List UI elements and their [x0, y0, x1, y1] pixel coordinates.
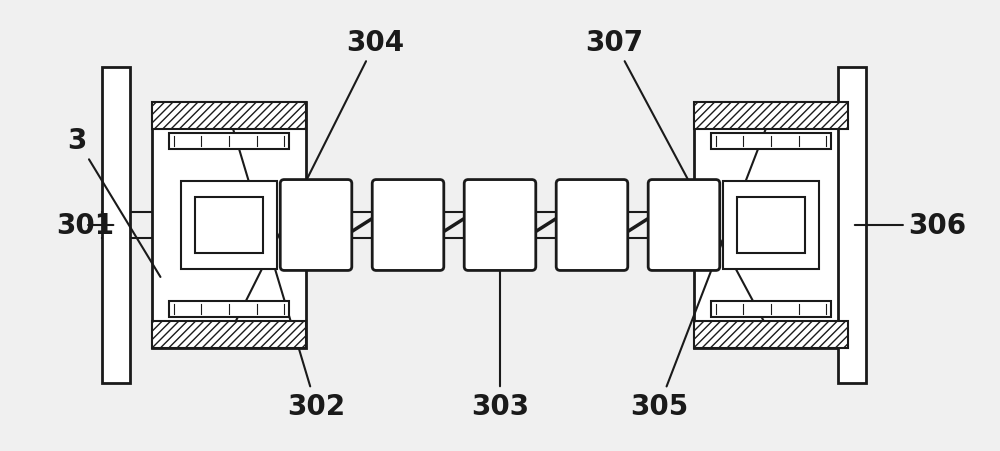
- Bar: [694, 102, 848, 130]
- Bar: [152, 102, 306, 349]
- Bar: [181, 181, 277, 270]
- Bar: [306, 205, 326, 246]
- Bar: [723, 181, 819, 270]
- Bar: [195, 198, 263, 253]
- FancyBboxPatch shape: [280, 180, 352, 271]
- Text: 303: 303: [471, 199, 529, 420]
- FancyBboxPatch shape: [556, 180, 628, 271]
- Bar: [838, 68, 866, 383]
- Text: 302: 302: [230, 119, 345, 420]
- Bar: [102, 68, 130, 383]
- Text: 307: 307: [585, 29, 770, 332]
- Text: 304: 304: [230, 29, 405, 332]
- FancyBboxPatch shape: [372, 180, 444, 271]
- Bar: [711, 301, 831, 317]
- Text: 3: 3: [68, 127, 160, 277]
- FancyBboxPatch shape: [648, 180, 720, 271]
- Bar: [152, 321, 306, 349]
- FancyBboxPatch shape: [464, 180, 536, 271]
- Text: 306: 306: [855, 212, 967, 239]
- Bar: [694, 321, 848, 349]
- Bar: [169, 301, 289, 317]
- Bar: [711, 134, 831, 150]
- Text: 301: 301: [56, 212, 114, 239]
- Bar: [694, 102, 848, 349]
- Bar: [152, 102, 306, 130]
- Bar: [169, 134, 289, 150]
- Bar: [737, 198, 805, 253]
- Bar: [674, 205, 694, 246]
- Text: 305: 305: [630, 119, 770, 420]
